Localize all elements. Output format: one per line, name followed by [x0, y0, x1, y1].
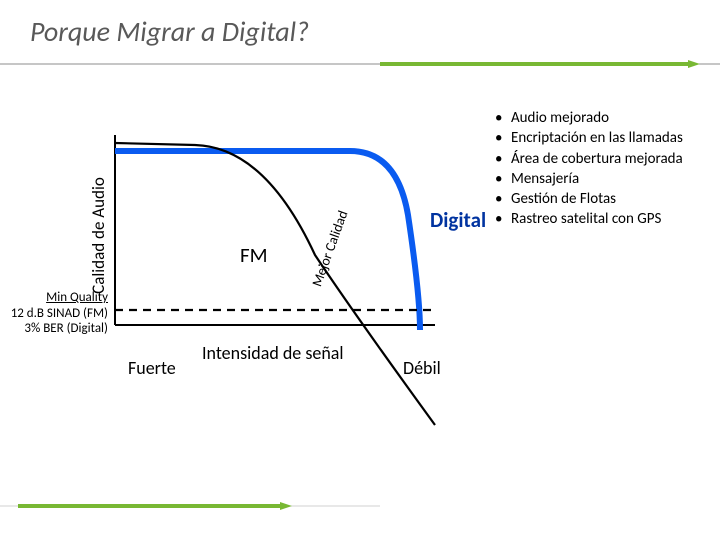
chart-svg: [115, 135, 435, 335]
list-item: Mensajería: [495, 169, 683, 189]
top-divider: [0, 58, 720, 72]
fm-label: FM: [240, 242, 268, 268]
chart: [115, 135, 435, 325]
x-axis-right-label: Débil: [403, 357, 441, 379]
list-item: Encriptación en las llamadas: [495, 128, 683, 148]
bottom-divider: [0, 490, 720, 540]
list-item: Audio mejorado: [495, 108, 683, 128]
list-item: Gestión de Flotas: [495, 189, 683, 209]
page-title: Porque Migrar a Digital?: [30, 14, 309, 49]
list-item: Rastreo satelital con GPS: [495, 209, 683, 229]
digital-curve: [115, 151, 420, 330]
min-quality-block: Min Quality 12 d.B SINAD (FM) 3% BER (Di…: [0, 290, 108, 337]
digital-label: Digital: [430, 207, 486, 233]
min-quality-title: Min Quality: [0, 290, 108, 306]
min-quality-line2: 3% BER (Digital): [0, 321, 108, 337]
x-axis-left-label: Fuerte: [128, 357, 176, 379]
fm-curve: [115, 143, 435, 425]
benefits-list: Audio mejorado Encriptación en las llama…: [495, 108, 683, 230]
y-axis-label: Calidad de Audio: [88, 177, 109, 294]
x-axis-center-label: Intensidad de señal: [202, 342, 344, 364]
list-item: Área de cobertura mejorada: [495, 149, 683, 169]
min-quality-line1: 12 d.B SINAD (FM): [0, 306, 108, 322]
